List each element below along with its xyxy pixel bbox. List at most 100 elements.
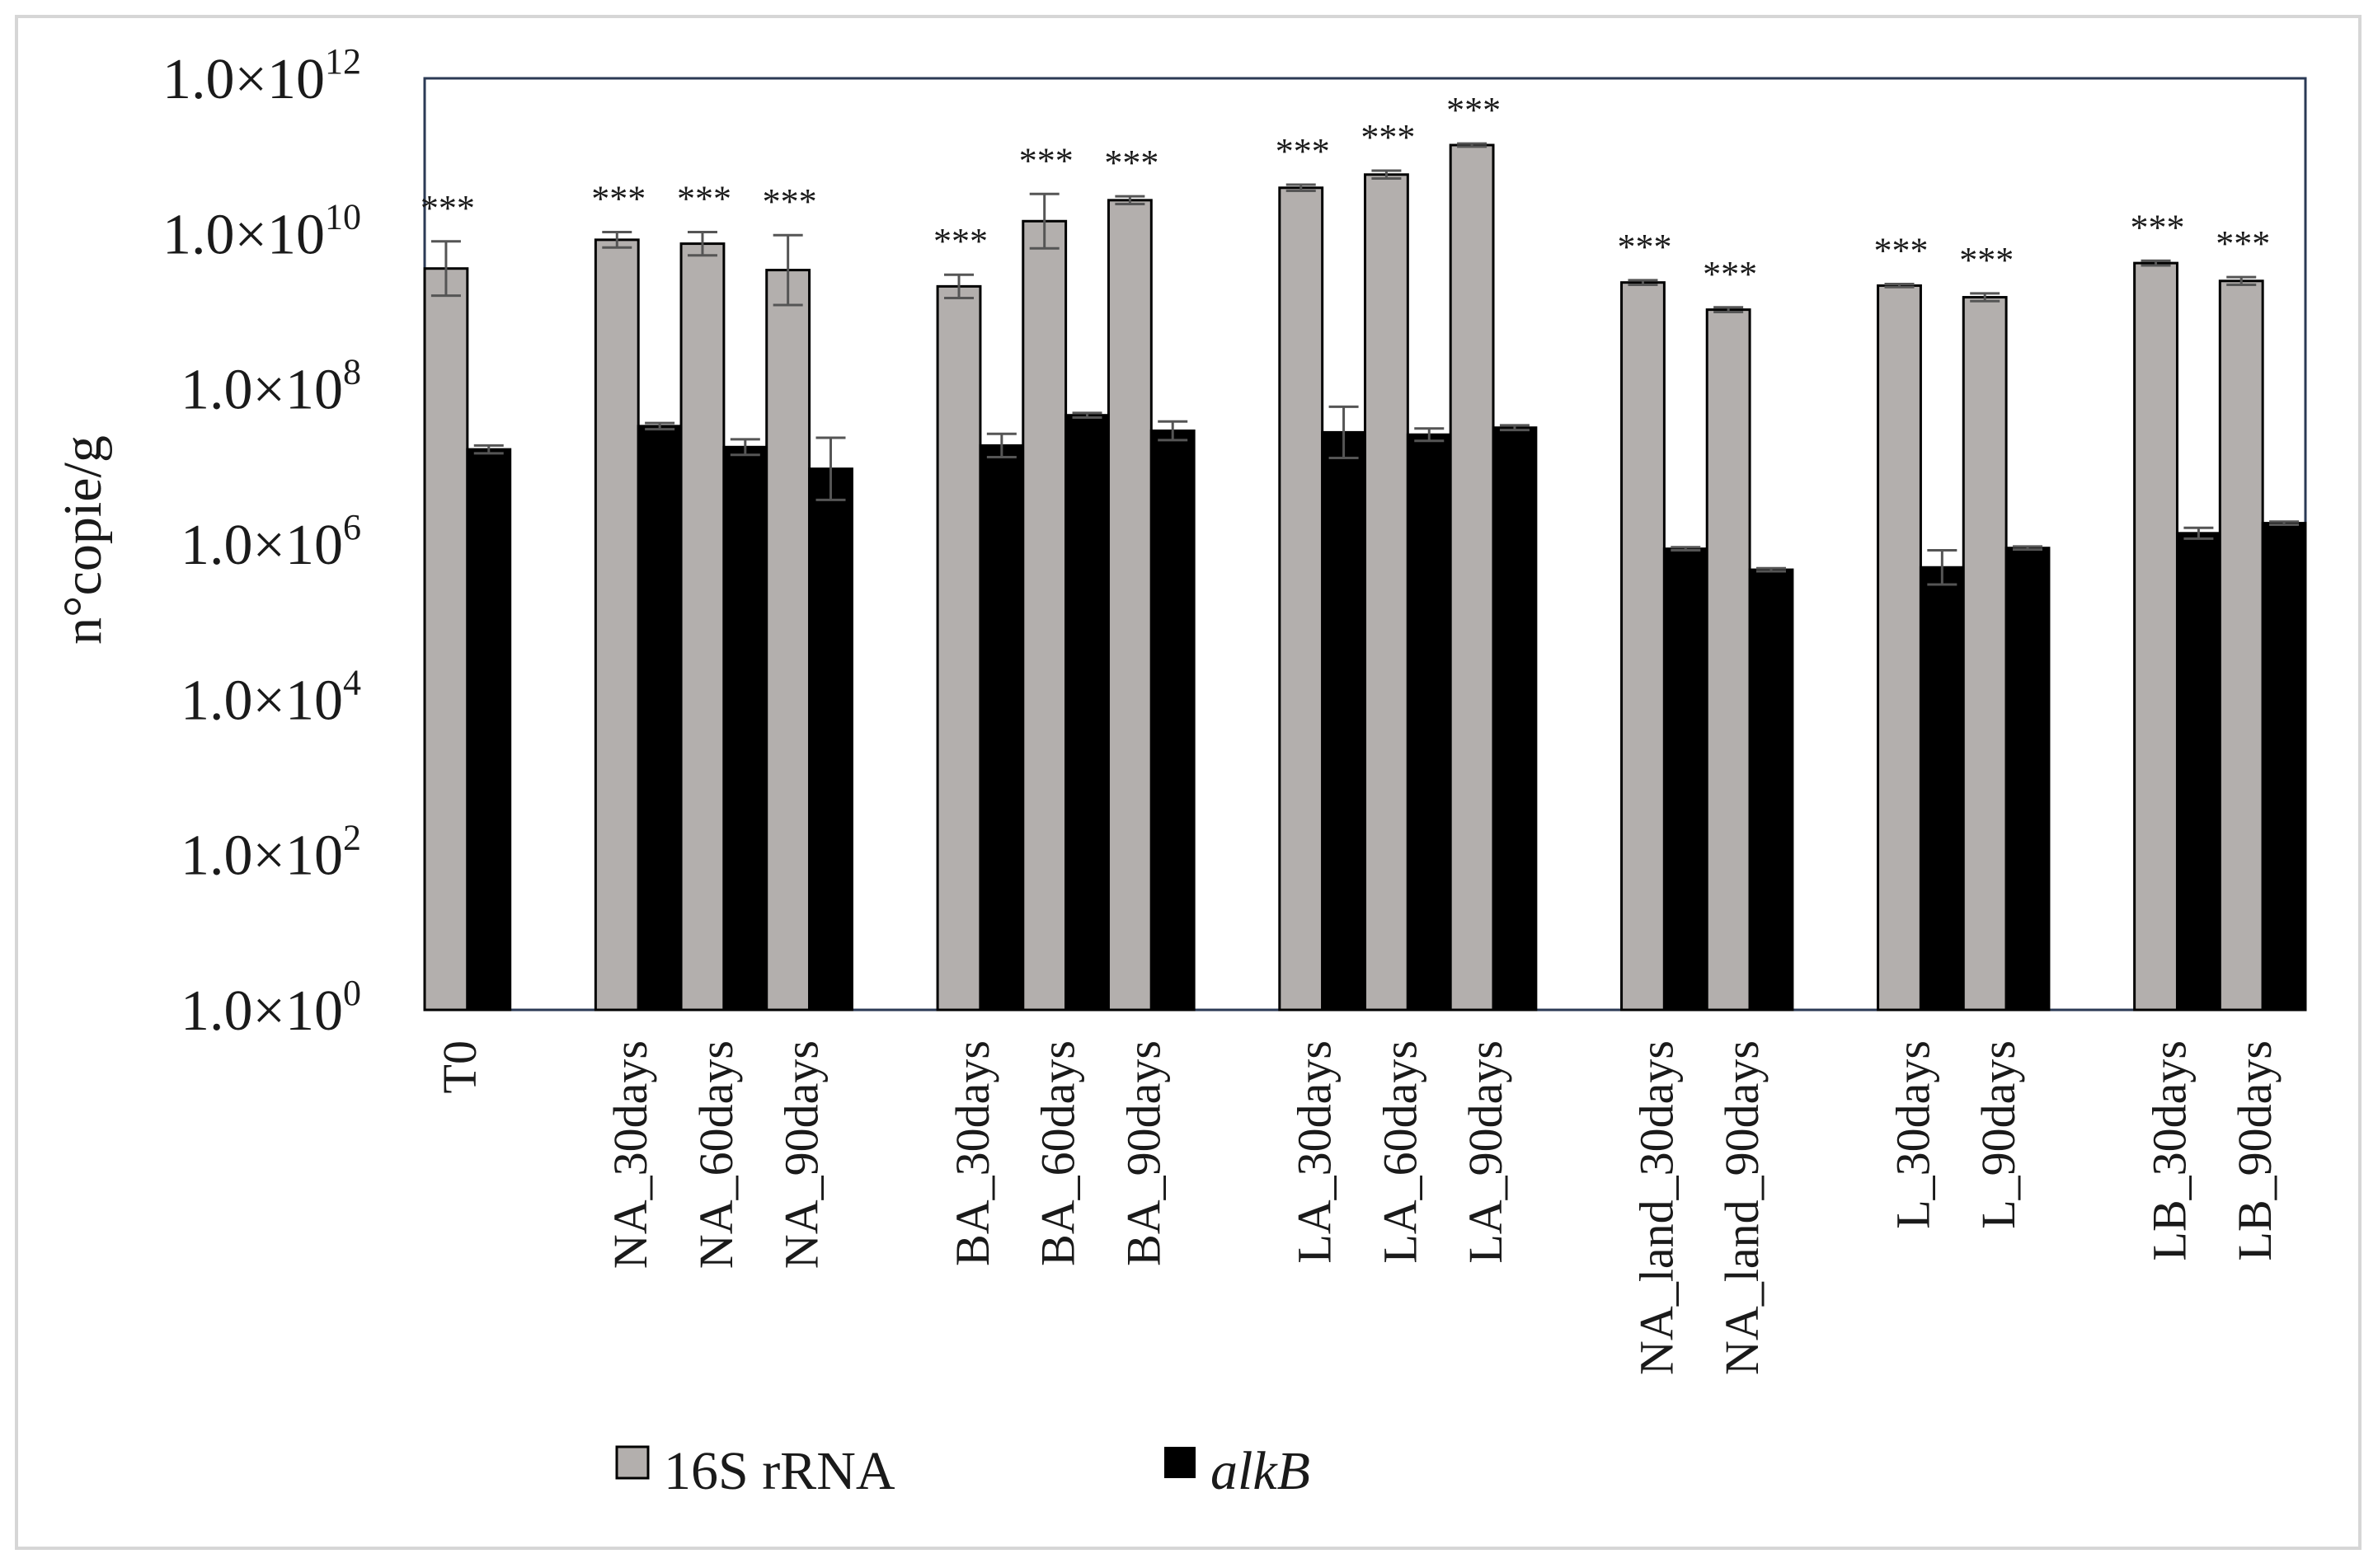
error-bar-16s-LA_90days — [1457, 142, 1487, 148]
x-tick-label: LA_60days — [1373, 1040, 1426, 1264]
error-bar-alkb-NA_land_30days — [1671, 546, 1701, 552]
error-bar-alkb-LB_30days — [2183, 526, 2214, 540]
significance-label: *** — [933, 221, 988, 261]
x-tick-label: T0 — [433, 1040, 486, 1093]
bar-16s-LB_30days — [2133, 261, 2178, 1012]
error-bar-alkb-NA_land_90days — [1755, 566, 1786, 573]
bar-16s-T0 — [423, 267, 469, 1012]
legend-label-alkb: alkB — [1210, 1441, 1310, 1501]
x-tick-label: NA_90days — [775, 1040, 829, 1269]
error-bar-alkb-T0 — [473, 444, 504, 455]
y-tick-label: 1.0×102 — [181, 818, 361, 888]
bar-alkb-LA_60days — [1406, 433, 1452, 1012]
significance-label: *** — [1104, 143, 1158, 183]
significance-label: *** — [2131, 207, 2185, 247]
error-bar-16s-NA_90days — [773, 233, 803, 307]
bar-16s-LA_60days — [1364, 173, 1409, 1012]
error-bar-alkb-LA_90days — [1499, 424, 1530, 432]
error-bar-16s-L_30days — [1884, 283, 1915, 289]
significance-label: *** — [1361, 117, 1415, 157]
x-tick-label: LB_30days — [2142, 1040, 2196, 1261]
bar-16s-LA_30days — [1278, 186, 1324, 1012]
legend-swatch-alkb — [1164, 1447, 1196, 1478]
y-tick-label: 1.0×104 — [181, 662, 361, 732]
bar-16s-NA_land_30days — [1620, 281, 1666, 1012]
bar-alkb-NA_land_30days — [1662, 547, 1708, 1012]
x-tick-label: NA_60days — [689, 1040, 743, 1269]
error-bar-16s-BA_90days — [1115, 195, 1145, 206]
bar-alkb-LB_90days — [2261, 522, 2307, 1012]
error-bar-alkb-L_30days — [1927, 549, 1957, 586]
significance-label: *** — [763, 181, 817, 222]
bar-alkb-BA_90days — [1149, 430, 1196, 1012]
error-bar-16s-NA_60days — [687, 230, 717, 257]
error-bar-alkb-BA_60days — [1072, 411, 1102, 420]
error-bar-16s-L_90days — [1970, 292, 2000, 303]
bar-16s-L_30days — [1877, 284, 1922, 1012]
y-axis-label: n°copie/g — [53, 435, 113, 645]
error-bar-alkb-BA_90days — [1158, 420, 1188, 442]
bar-16s-LB_90days — [2218, 279, 2264, 1012]
bar-alkb-NA_90days — [808, 467, 853, 1012]
error-bar-alkb-NA_90days — [815, 436, 846, 501]
bar-16s-NA_land_90days — [1705, 308, 1751, 1012]
bar-16s-LA_90days — [1449, 143, 1495, 1012]
y-tick-label: 1.0×106 — [181, 507, 361, 577]
significance-label: *** — [1019, 140, 1074, 181]
x-tick-label: L_90days — [1971, 1040, 2025, 1229]
y-tick-label: 1.0×100 — [181, 973, 361, 1043]
error-bar-16s-LB_30days — [2141, 259, 2171, 267]
bar-alkb-L_30days — [1919, 566, 1965, 1012]
error-bar-16s-BA_30days — [944, 273, 975, 299]
bar-alkb-LA_90days — [1492, 426, 1538, 1012]
bar-16s-BA_30days — [936, 284, 982, 1012]
significance-label: *** — [591, 178, 646, 218]
bar-alkb-BA_60days — [1064, 414, 1110, 1012]
error-bar-16s-NA_land_90days — [1713, 306, 1744, 313]
error-bar-16s-LB_90days — [2226, 275, 2257, 286]
x-tick-label: NA_30days — [604, 1040, 657, 1269]
x-tick-label: BA_60days — [1032, 1040, 1085, 1266]
error-bar-alkb-NA_60days — [730, 438, 760, 457]
y-tick-label: 1.0×1012 — [162, 41, 361, 111]
error-bar-alkb-LB_90days — [2269, 520, 2300, 526]
error-bar-16s-LA_60days — [1371, 169, 1402, 180]
x-tick-label: LB_90days — [2228, 1040, 2282, 1261]
significance-label: *** — [1959, 240, 2014, 280]
error-bar-alkb-BA_30days — [986, 432, 1017, 459]
x-tick-label: NA_land_30days — [1629, 1040, 1683, 1375]
bar-16s-NA_60days — [679, 242, 726, 1012]
bar-16s-L_90days — [1962, 296, 2008, 1012]
legend-label-16s: 16S rRNA — [664, 1441, 895, 1501]
x-tick-label: BA_90days — [1116, 1040, 1170, 1266]
bar-alkb-BA_30days — [979, 444, 1025, 1012]
bar-alkb-T0 — [466, 448, 512, 1012]
significance-label: *** — [677, 178, 731, 218]
error-bar-alkb-LA_30days — [1328, 405, 1359, 459]
bar-16s-BA_60days — [1022, 219, 1068, 1012]
bar-16s-NA_90days — [765, 269, 811, 1012]
legend: 16S rRNA alkB — [615, 1441, 1310, 1501]
significance-label: *** — [1617, 227, 1671, 267]
legend-swatch-16s — [615, 1445, 650, 1480]
x-tick-label: L_30days — [1886, 1040, 1939, 1229]
x-tick-label: LA_90days — [1459, 1040, 1512, 1264]
y-tick-label: 1.0×108 — [181, 352, 361, 422]
error-bar-alkb-L_90days — [2013, 545, 2043, 552]
significance-label: *** — [421, 188, 475, 228]
significance-label: *** — [1276, 131, 1330, 171]
error-bar-16s-T0 — [430, 240, 461, 298]
x-tick-label: BA_30days — [946, 1040, 999, 1266]
error-bar-alkb-LA_60days — [1414, 427, 1445, 443]
bar-alkb-NA_60days — [722, 445, 768, 1012]
error-bar-16s-NA_30days — [602, 230, 632, 249]
x-tick-label: NA_land_90days — [1715, 1040, 1769, 1375]
bar-alkb-LA_30days — [1321, 430, 1366, 1012]
error-bar-16s-LA_30days — [1285, 183, 1316, 193]
bar-alkb-NA_land_90days — [1748, 568, 1794, 1012]
bar-alkb-NA_30days — [637, 425, 683, 1012]
error-bar-alkb-NA_30days — [645, 421, 675, 431]
y-tick-label: 1.0×1010 — [162, 196, 361, 266]
bar-16s-BA_90days — [1107, 199, 1153, 1012]
